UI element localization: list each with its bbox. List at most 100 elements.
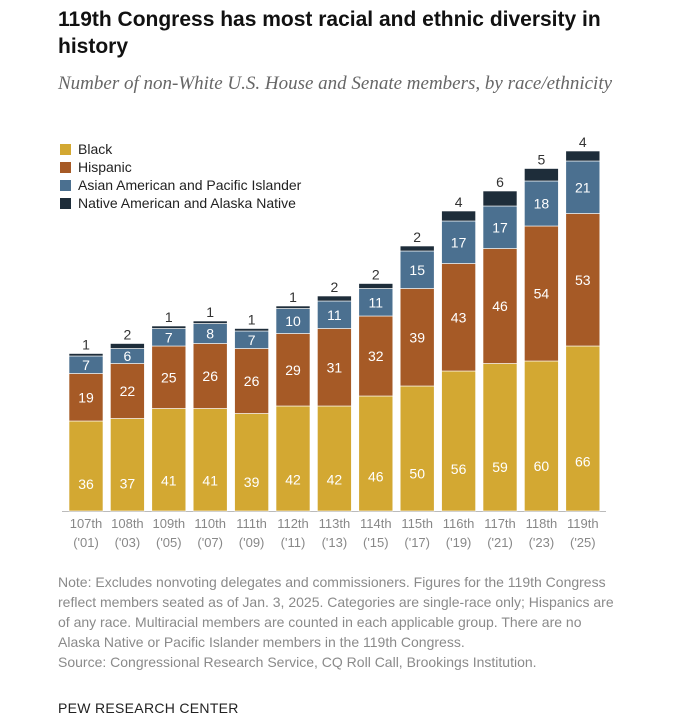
bar-segment-black bbox=[110, 418, 145, 512]
bar-segment-native bbox=[482, 190, 518, 207]
data-label: 41 bbox=[202, 472, 218, 488]
x-tick-year: ('25) bbox=[570, 535, 596, 550]
data-label: 1 bbox=[206, 304, 214, 320]
x-tick-label: 111th bbox=[236, 516, 267, 531]
data-label: 42 bbox=[327, 472, 343, 488]
data-label: 60 bbox=[534, 458, 550, 474]
bar-segment-native bbox=[399, 245, 435, 252]
data-label: 56 bbox=[451, 461, 467, 477]
x-tick-label: 109th bbox=[153, 516, 186, 531]
bar-segment-black bbox=[524, 360, 559, 512]
data-label: 7 bbox=[82, 357, 90, 373]
x-tick-label: 112th bbox=[277, 516, 309, 531]
data-label: 39 bbox=[244, 474, 260, 490]
data-label: 11 bbox=[369, 294, 384, 310]
bar-segment-native bbox=[275, 305, 311, 309]
legend-swatch bbox=[60, 179, 71, 191]
legend-item-native: Native American and Alaska Native bbox=[60, 194, 301, 212]
bar-segment-native bbox=[524, 168, 559, 182]
bar-segment-black bbox=[68, 420, 104, 512]
data-label: 2 bbox=[413, 229, 421, 245]
data-label: 37 bbox=[120, 475, 136, 491]
data-label: 54 bbox=[534, 286, 550, 302]
data-label: 1 bbox=[82, 337, 90, 353]
data-label: 66 bbox=[575, 454, 591, 470]
data-label: 32 bbox=[368, 348, 384, 364]
bar-segment-hispanic bbox=[482, 248, 518, 364]
bar-segment-black bbox=[441, 370, 476, 512]
data-label: 29 bbox=[285, 362, 301, 378]
bar-segment-asian bbox=[399, 250, 435, 289]
bar-segment-asian bbox=[358, 288, 394, 317]
bar-segment-native bbox=[192, 320, 228, 324]
data-label: 11 bbox=[327, 307, 342, 323]
bar-segment-hispanic bbox=[565, 213, 601, 347]
x-tick-year: ('17) bbox=[404, 535, 430, 550]
bar-segment-native bbox=[151, 325, 187, 329]
data-label: 17 bbox=[451, 234, 467, 250]
data-label: 25 bbox=[161, 369, 177, 385]
data-label: 4 bbox=[455, 194, 463, 210]
bar-segment-hispanic bbox=[317, 328, 352, 407]
bar-segment-black bbox=[399, 385, 435, 512]
bar-segment-native bbox=[110, 343, 145, 349]
bar-segment-black bbox=[234, 413, 269, 512]
bar-segment-hispanic bbox=[399, 288, 435, 387]
data-label: 10 bbox=[285, 313, 301, 329]
data-label: 17 bbox=[492, 219, 508, 235]
x-tick-label: 114th bbox=[360, 516, 392, 531]
bar-segment-black bbox=[151, 408, 187, 512]
bar-segment-native bbox=[317, 295, 352, 302]
data-label: 59 bbox=[492, 459, 508, 475]
legend-label: Black bbox=[78, 141, 113, 157]
data-label: 5 bbox=[538, 152, 546, 168]
bar-segment-native bbox=[441, 210, 476, 222]
bar-segment-hispanic bbox=[275, 333, 311, 407]
data-label: 36 bbox=[78, 476, 94, 492]
data-label: 1 bbox=[165, 309, 173, 325]
bar-segment-native bbox=[358, 283, 394, 289]
data-label: 53 bbox=[575, 272, 591, 288]
bar-segment-asian bbox=[482, 205, 518, 249]
chart-note: Note: Excludes nonvoting delegates and c… bbox=[58, 572, 618, 672]
bar-segment-black bbox=[482, 363, 518, 512]
data-label: 8 bbox=[206, 326, 214, 342]
legend-swatch bbox=[60, 197, 71, 209]
data-label: 2 bbox=[124, 327, 132, 343]
data-label: 7 bbox=[248, 332, 256, 348]
data-label: 19 bbox=[78, 389, 94, 405]
x-tick-label: 118th bbox=[526, 516, 558, 531]
data-label: 26 bbox=[244, 373, 260, 389]
legend-item-black: Black bbox=[60, 140, 301, 158]
x-tick-label: 115th bbox=[401, 516, 433, 531]
x-tick-year: ('19) bbox=[446, 535, 472, 550]
data-label: 41 bbox=[161, 472, 177, 488]
legend-label: Hispanic bbox=[78, 159, 132, 175]
bar-segment-hispanic bbox=[151, 345, 187, 409]
bar-segment-native bbox=[234, 328, 269, 332]
data-label: 43 bbox=[451, 309, 467, 325]
data-label: 4 bbox=[579, 134, 587, 150]
legend-item-asian: Asian American and Pacific Islander bbox=[60, 176, 301, 194]
bar-segment-black bbox=[358, 395, 394, 512]
x-tick-year: ('11) bbox=[281, 535, 306, 550]
bar-segment-black bbox=[317, 405, 352, 512]
x-tick-label: 113th bbox=[319, 516, 351, 531]
brand-logo-text: PEW RESEARCH CENTER bbox=[58, 700, 239, 716]
bar-segment-hispanic bbox=[68, 373, 104, 422]
data-label: 6 bbox=[496, 174, 504, 190]
x-tick-label: 117th bbox=[484, 516, 516, 531]
data-label: 42 bbox=[285, 472, 301, 488]
x-tick-year: ('07) bbox=[197, 535, 223, 550]
chart-title: 119th Congress has most racial and ethni… bbox=[58, 8, 601, 58]
data-label: 31 bbox=[327, 359, 343, 375]
bar-segment-black bbox=[192, 408, 228, 512]
data-label: 1 bbox=[248, 312, 256, 328]
legend-label: Asian American and Pacific Islander bbox=[78, 177, 302, 193]
bar-segment-native bbox=[565, 150, 601, 162]
data-label: 15 bbox=[409, 262, 425, 278]
bar-segment-hispanic bbox=[192, 343, 228, 409]
legend-label: Native American and Alaska Native bbox=[78, 195, 296, 211]
bar-segment-asian bbox=[275, 308, 311, 334]
data-label: 50 bbox=[409, 466, 425, 482]
